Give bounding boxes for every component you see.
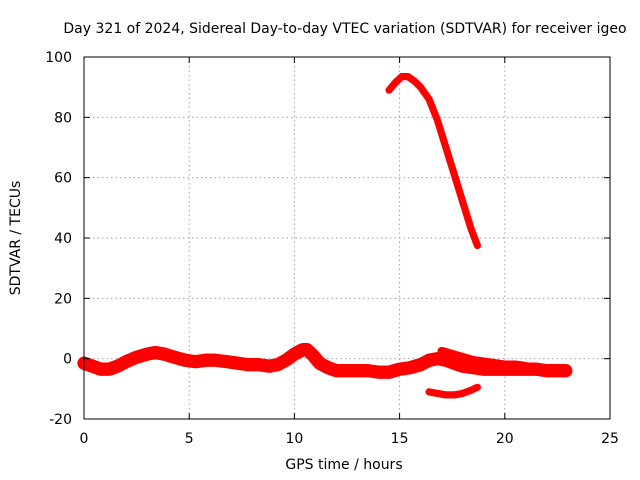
x-tick-label: 20	[496, 431, 514, 447]
data-point	[405, 73, 412, 80]
data-point	[386, 369, 393, 376]
data-point	[474, 384, 481, 391]
tick-layer	[83, 56, 611, 420]
y-tick-label: 100	[45, 50, 72, 66]
x-tick-label: 15	[391, 431, 409, 447]
data-point	[417, 361, 424, 368]
data-point	[325, 364, 332, 371]
data-point	[434, 390, 441, 397]
x-tick-labels: 0 5 10 15 20 25	[80, 431, 619, 447]
data-point	[89, 363, 96, 370]
data-point	[451, 171, 458, 178]
data-point	[442, 391, 449, 398]
data-point	[434, 355, 441, 362]
x-axis-label: GPS time / hours	[285, 457, 402, 473]
data-point	[426, 388, 433, 395]
data-point	[255, 361, 262, 368]
data-point	[171, 354, 178, 361]
y-tick-label: 20	[54, 291, 72, 307]
data-point	[152, 349, 159, 356]
data-point	[451, 360, 458, 367]
data-point	[407, 364, 414, 371]
data-point	[522, 363, 529, 370]
data-point	[316, 360, 323, 367]
data-point	[234, 360, 241, 367]
data-point	[291, 351, 298, 358]
data-point	[543, 367, 550, 374]
data-point	[123, 358, 130, 365]
data-point	[411, 78, 418, 85]
data-point	[224, 358, 231, 365]
series-main-track	[77, 342, 573, 379]
y-tick-label: -20	[49, 412, 72, 428]
x-tick-label: 25	[601, 431, 619, 447]
data-point	[459, 390, 466, 397]
data-point	[501, 361, 508, 368]
y-tick-label: 0	[63, 352, 72, 368]
x-tick-label: 10	[285, 431, 303, 447]
data-point	[333, 367, 340, 374]
data-point	[468, 387, 475, 394]
data-point	[426, 96, 433, 103]
data-point	[144, 351, 151, 358]
data-point	[97, 366, 104, 373]
series-layer	[77, 72, 573, 399]
data-point	[274, 361, 281, 368]
data-point	[245, 361, 252, 368]
data-point	[480, 366, 487, 373]
data-point	[434, 117, 441, 124]
data-point	[114, 363, 121, 370]
data-point	[375, 369, 382, 376]
data-point	[459, 363, 466, 370]
x-tick-label: 0	[80, 431, 89, 447]
data-point	[133, 354, 140, 361]
data-point	[282, 357, 289, 364]
data-point	[470, 364, 477, 371]
data-point	[442, 144, 449, 151]
data-point	[310, 352, 317, 359]
data-point	[344, 367, 350, 374]
y-tick-label: 40	[54, 231, 72, 247]
data-point	[304, 346, 311, 353]
y-axis-label: SDTVAR / TECUs	[8, 181, 24, 296]
data-point	[533, 366, 540, 373]
data-point	[442, 357, 449, 364]
chart-title: Day 321 of 2024, Sidereal Day-to-day VTE…	[63, 21, 626, 37]
data-point	[491, 360, 498, 367]
data-point	[211, 357, 218, 364]
data-point	[468, 225, 475, 232]
data-point	[392, 79, 399, 86]
data-point	[459, 198, 466, 205]
data-point	[554, 367, 561, 374]
y-tick-label: 80	[54, 110, 72, 126]
data-point	[438, 348, 445, 355]
data-point	[354, 367, 361, 374]
data-point	[160, 351, 167, 358]
data-point	[562, 367, 569, 374]
data-point	[449, 351, 456, 358]
data-point	[459, 354, 466, 361]
x-tick-label: 5	[185, 431, 194, 447]
data-point	[426, 357, 433, 364]
data-point	[470, 357, 477, 364]
data-point	[480, 358, 487, 365]
data-point	[106, 366, 113, 373]
data-point	[398, 73, 405, 80]
data-point	[181, 357, 188, 364]
data-point	[203, 357, 210, 364]
data-point	[512, 361, 519, 368]
data-point	[417, 84, 424, 91]
data-point	[365, 367, 372, 374]
data-point	[386, 87, 393, 94]
data-point	[192, 358, 199, 365]
data-point	[451, 391, 458, 398]
y-tick-label: 60	[54, 171, 72, 187]
data-point	[396, 366, 403, 373]
data-point	[474, 242, 481, 249]
y-tick-labels: -20 0 20 40 60 80 100	[45, 50, 72, 428]
data-point	[266, 363, 273, 370]
